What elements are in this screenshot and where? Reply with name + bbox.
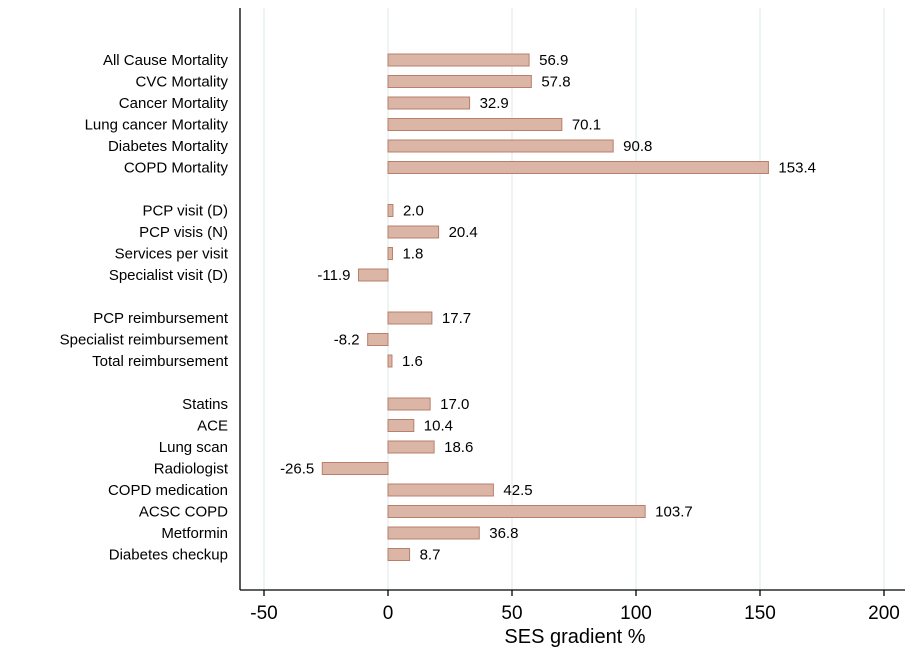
category-label-14: ACE	[197, 418, 228, 435]
bar-17	[387, 483, 494, 497]
bar-14	[387, 419, 415, 432]
gridlines	[263, 8, 885, 590]
category-label-19: Metformin	[161, 525, 228, 542]
bar-1	[387, 75, 532, 88]
value-label-0: 56.9	[539, 52, 568, 69]
value-label-9: -11.9	[317, 267, 350, 284]
value-label-15: 18.6	[444, 439, 473, 456]
bar-11	[367, 333, 389, 346]
value-label-14: 10.4	[424, 418, 453, 435]
value-label-5: 153.4	[778, 160, 816, 177]
value-label-8: 1.8	[402, 246, 423, 263]
category-label-3: Lung cancer Mortality	[85, 117, 229, 134]
value-label-4: 90.8	[623, 138, 652, 155]
value-labels: 56.9 57.8 32.9 70.1 90.8 153.4 2.0 20.4 1.8 -11.9…	[280, 52, 816, 564]
value-label-12: 1.6	[402, 353, 423, 370]
category-label-2: Cancer Mortality	[119, 95, 229, 112]
value-label-1: 57.8	[541, 74, 570, 91]
bar-6	[387, 204, 394, 217]
bar-8	[387, 247, 393, 260]
value-label-18: 103.7	[655, 504, 693, 521]
value-label-17: 42.5	[503, 482, 532, 499]
category-label-5: COPD Mortality	[124, 160, 229, 177]
bar-18	[387, 505, 646, 518]
value-label-3: 70.1	[572, 117, 601, 134]
value-label-16: -26.5	[280, 461, 314, 478]
category-label-12: Total reimbursement	[92, 353, 229, 370]
value-label-6: 2.0	[403, 203, 424, 220]
category-label-4: Diabetes Mortality	[108, 138, 229, 155]
category-label-16: Radiologist	[154, 461, 229, 478]
category-label-10: PCP reimbursement	[93, 310, 229, 327]
x-tick-label-2: 50	[501, 603, 522, 624]
bar-5	[387, 161, 769, 174]
bar-13	[387, 397, 431, 411]
bar-2	[387, 96, 471, 110]
category-label-13: Statins	[182, 396, 228, 413]
category-label-11: Specialist reimbursement	[60, 332, 229, 349]
x-axis-title: SES gradient %	[504, 626, 645, 648]
category-label-15: Lung scan	[159, 439, 228, 456]
category-label-17: COPD medication	[108, 482, 228, 499]
value-label-20: 8.7	[420, 547, 441, 564]
category-label-18: ACSC COPD	[139, 504, 228, 521]
category-label-6: PCP visit (D)	[142, 203, 228, 220]
bar-19	[387, 526, 480, 540]
value-label-13: 17.0	[440, 396, 469, 413]
x-tick-label-0: -50	[250, 603, 277, 624]
category-label-1: CVC Mortality	[135, 74, 228, 91]
bar-20	[387, 548, 411, 561]
category-labels: All Cause Mortality CVC Mortality Cancer M…	[60, 52, 229, 564]
bar-16	[321, 462, 389, 475]
category-label-9: Specialist visit (D)	[109, 267, 228, 284]
x-tick-label-1: 0	[383, 603, 394, 624]
x-tick-label-5: 200	[868, 603, 900, 624]
bar-12	[387, 354, 393, 368]
category-label-0: All Cause Mortality	[103, 52, 229, 69]
value-label-10: 17.7	[442, 310, 471, 327]
bar-3	[387, 118, 563, 131]
value-label-2: 32.9	[480, 95, 509, 112]
x-tick-label-3: 100	[620, 603, 652, 624]
value-label-7: 20.4	[449, 224, 478, 241]
category-label-7: PCP visis (N)	[139, 224, 228, 241]
category-label-20: Diabetes checkup	[109, 547, 228, 564]
category-label-8: Services per visit	[115, 246, 229, 263]
bar-7	[387, 225, 440, 239]
value-label-19: 36.8	[489, 525, 518, 542]
axes: -50 0 50 100 150 200	[239, 8, 905, 624]
value-label-11: -8.2	[334, 332, 360, 349]
bars	[321, 53, 769, 561]
bar-9	[357, 268, 389, 282]
bar-10	[387, 311, 433, 325]
x-tick-label-4: 150	[744, 603, 776, 624]
bar-4	[387, 139, 614, 153]
bar-0	[387, 53, 530, 67]
bar-15	[387, 440, 435, 454]
